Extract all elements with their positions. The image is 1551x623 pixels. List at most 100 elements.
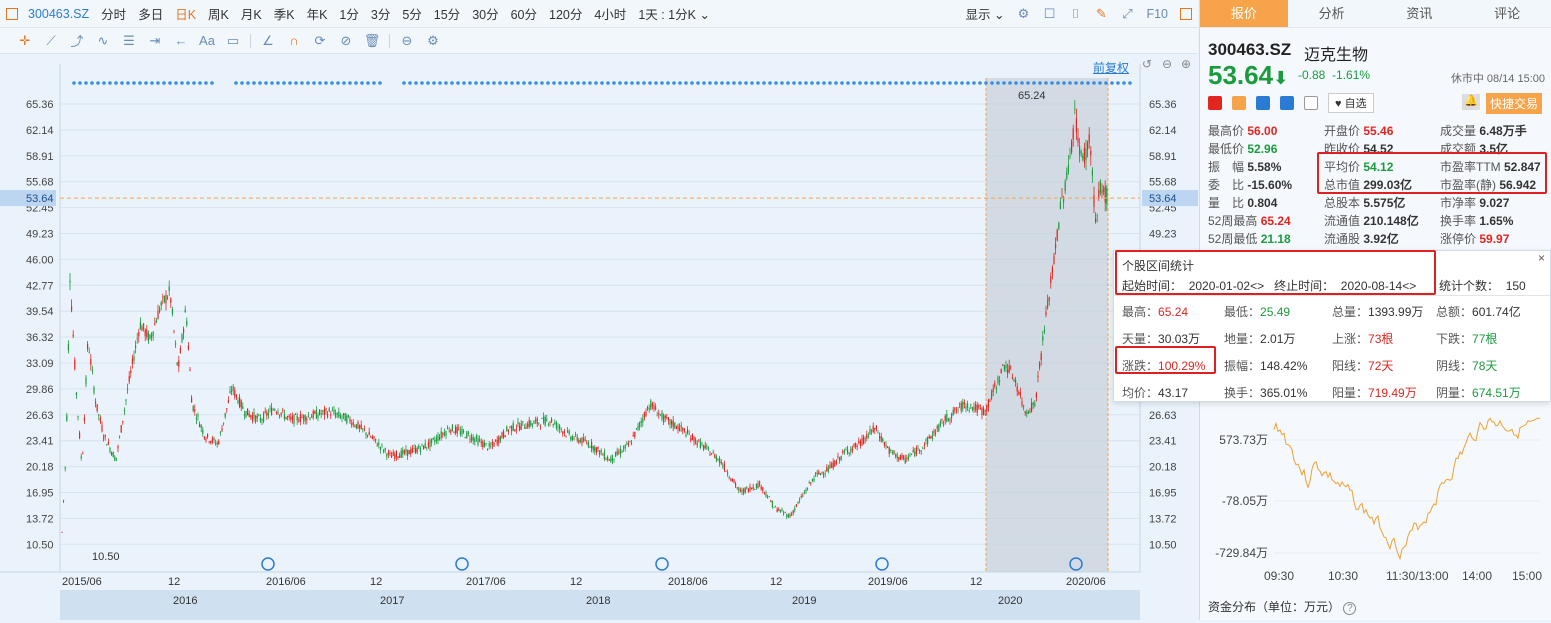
- candle-body: [491, 442, 493, 446]
- display-menu[interactable]: 显示 ⌄: [965, 8, 1005, 22]
- trash-icon[interactable]: 🗑: [363, 32, 381, 48]
- candle-body: [725, 470, 727, 472]
- fullscreen-icon[interactable]: ⤢: [1122, 5, 1133, 21]
- help-icon[interactable]: ?: [1343, 602, 1357, 615]
- collapse-icon[interactable]: [1180, 7, 1192, 20]
- stock-code-label[interactable]: 300463.SZ: [28, 6, 90, 21]
- quote-tab[interactable]: 评论: [1494, 6, 1521, 21]
- note-icon[interactable]: [1304, 96, 1318, 110]
- candle-body: [663, 414, 665, 423]
- candle-body: [175, 343, 177, 345]
- candle-body: [867, 436, 869, 438]
- candle-body: [901, 455, 903, 459]
- candle-body: [733, 479, 735, 483]
- period-tab[interactable]: 60分: [510, 8, 537, 22]
- ray-tool-icon[interactable]: ⤴: [70, 34, 84, 49]
- period-tab[interactable]: 4小时: [594, 8, 627, 22]
- kline-svg[interactable]: 65.36 65.36 62.14 62.14 58.91 58.91 55.68 55.68…: [0, 54, 1198, 620]
- compare-icon[interactable]: ⊖: [401, 32, 413, 48]
- period-tab[interactable]: 120分: [549, 8, 583, 22]
- reset-icon[interactable]: ↺: [1142, 57, 1153, 71]
- ruler-icon[interactable]: ∠: [262, 32, 274, 48]
- f10-button[interactable]: F10: [1146, 6, 1168, 21]
- period-tab[interactable]: 3分: [370, 8, 391, 22]
- zoom-out-icon[interactable]: ⊖: [1162, 57, 1173, 71]
- range-stats-popup: × 个股区间统计 起始时间： 2020-01-02<> 终止时间： 2020-0…: [1113, 250, 1551, 402]
- quick-trade-button[interactable]: 快捷交易: [1486, 93, 1543, 114]
- shuffle-icon[interactable]: [1256, 96, 1270, 110]
- adjust-toggle[interactable]: 前复权: [1093, 61, 1130, 75]
- arrow-tool-icon[interactable]: ←: [174, 33, 188, 48]
- y-tick-label: 13.72: [1149, 513, 1177, 525]
- candle-body: [136, 338, 138, 340]
- layout-icon[interactable]: ☐: [1043, 5, 1056, 21]
- line-tool-icon[interactable]: ⟋: [46, 32, 56, 48]
- period-tab[interactable]: 日K: [175, 8, 197, 22]
- text-tool-icon[interactable]: Aa: [199, 33, 215, 48]
- wave-tool-icon[interactable]: ∿: [97, 32, 109, 48]
- candle-body: [640, 420, 642, 423]
- camera-icon[interactable]: ⌷: [1071, 5, 1080, 21]
- quote-tab[interactable]: 资讯: [1406, 6, 1433, 21]
- start-stepper-icon[interactable]: <>: [1250, 279, 1265, 293]
- period-tab[interactable]: 年K: [306, 8, 328, 22]
- quote-tab[interactable]: 报价: [1200, 0, 1288, 27]
- fib-tool-icon[interactable]: ☰: [123, 32, 135, 48]
- signal-dot: [1044, 81, 1048, 85]
- settings-icon[interactable]: ⚙: [1017, 5, 1030, 21]
- crosshair-icon[interactable]: ✛: [19, 32, 31, 48]
- period-select[interactable]: 1天 : 1分K ⌄: [638, 8, 710, 22]
- period-tab[interactable]: 多日: [138, 8, 164, 22]
- period-tab[interactable]: 季K: [273, 8, 295, 22]
- year-tick-label: 2017: [380, 595, 404, 607]
- flag-icon[interactable]: [1208, 96, 1222, 110]
- candle-body: [160, 302, 162, 306]
- period-tab[interactable]: 月K: [240, 8, 262, 22]
- magnet-icon[interactable]: ∩: [289, 33, 299, 48]
- hide-icon[interactable]: ⊘: [340, 32, 352, 48]
- tag-icon[interactable]: [1280, 96, 1294, 110]
- range-stat: 下跌：77根: [1436, 332, 1498, 346]
- comment-tool-icon[interactable]: ▭: [226, 32, 240, 48]
- candle-body: [954, 407, 956, 411]
- candle-body: [239, 396, 241, 407]
- lightning-icon[interactable]: [1232, 96, 1246, 110]
- range-tool-icon[interactable]: ⇥: [149, 32, 161, 48]
- candle-body: [381, 444, 383, 446]
- period-tab[interactable]: 5分: [402, 8, 422, 22]
- end-stepper-icon[interactable]: <>: [1402, 279, 1417, 293]
- candle-body: [427, 442, 429, 447]
- candle-body: [664, 415, 666, 419]
- period-tab[interactable]: 分时: [101, 8, 127, 22]
- panel-toggle-icon[interactable]: [6, 7, 18, 20]
- period-tab[interactable]: 30分: [472, 8, 499, 22]
- candle-body: [1058, 222, 1060, 229]
- candle-body: [490, 445, 492, 447]
- candle-body: [687, 429, 689, 433]
- signal-dot: [600, 81, 604, 85]
- candle-body: [128, 376, 130, 382]
- end-date[interactable]: 2020-08-14: [1340, 279, 1403, 293]
- candle-body: [811, 479, 813, 482]
- zoom-in-icon[interactable]: ⊕: [1181, 57, 1192, 71]
- signal-dot: [906, 81, 910, 85]
- candle-body: [104, 435, 106, 437]
- quote-tab[interactable]: 分析: [1318, 6, 1345, 21]
- period-tab[interactable]: 周K: [208, 8, 229, 22]
- tool-settings-icon[interactable]: ⚙: [427, 32, 439, 48]
- bell-icon[interactable]: 🔔: [1462, 94, 1480, 110]
- candle-body: [962, 401, 964, 409]
- start-date[interactable]: 2020-01-02: [1188, 279, 1251, 293]
- watch-button[interactable]: ♥ 自选: [1328, 93, 1374, 113]
- candle-body: [765, 492, 767, 497]
- y-tick-label: 58.91: [1149, 151, 1177, 163]
- close-icon[interactable]: ×: [1537, 251, 1545, 265]
- candle-body: [495, 439, 497, 441]
- pencil-icon[interactable]: ✎: [1096, 5, 1107, 21]
- kline-chart[interactable]: 65.36 65.36 62.14 62.14 58.91 58.91 55.68 55.68…: [0, 54, 1198, 620]
- period-tab[interactable]: 15分: [433, 8, 461, 22]
- candle-body: [888, 447, 890, 454]
- sync-icon[interactable]: ⟳: [314, 32, 326, 48]
- period-tab[interactable]: 1分: [339, 8, 359, 22]
- candle-body: [589, 446, 591, 448]
